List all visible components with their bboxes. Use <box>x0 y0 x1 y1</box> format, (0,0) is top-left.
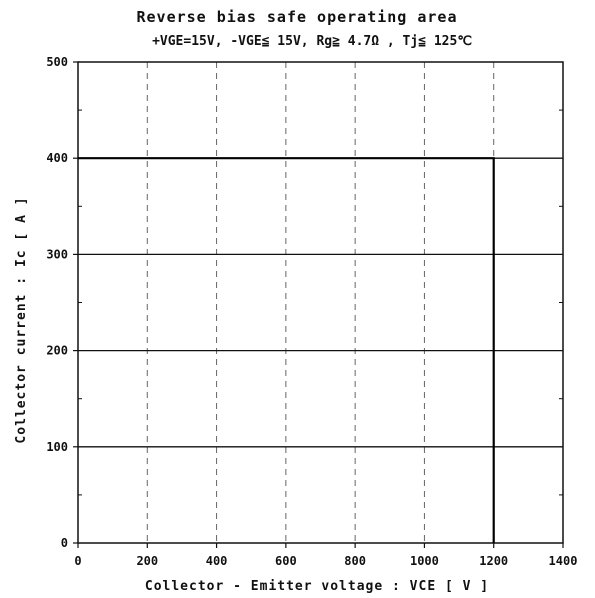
x-tick-label: 1200 <box>479 554 508 568</box>
x-tick-label: 1400 <box>549 554 578 568</box>
chart-subtitle: +VGE=15V, -VGE≦ 15V, Rg≧ 4.7Ω , Tj≦ 125℃ <box>152 34 472 49</box>
y-tick-label: 300 <box>46 247 68 261</box>
x-tick-label: 0 <box>74 554 81 568</box>
x-tick-label: 1000 <box>410 554 439 568</box>
y-axis-label: Collector current : Ic [ A ] <box>14 196 29 443</box>
x-tick-label: 200 <box>136 554 158 568</box>
y-tick-label: 0 <box>61 536 68 550</box>
grid-lines <box>78 62 563 543</box>
x-tick-label: 400 <box>206 554 228 568</box>
series-group <box>78 157 495 543</box>
y-tick-label: 200 <box>46 344 68 358</box>
x-axis-label: Collector - Emitter voltage : VCE [ V ] <box>145 579 489 594</box>
plot-area <box>77 61 564 544</box>
chart-title: Reverse bias safe operating area <box>137 8 458 26</box>
x-axis-ticks: 0 200 400 600 800 1000 1200 1400 <box>74 543 577 568</box>
x-tick-label: 600 <box>275 554 297 568</box>
y-tick-label: 400 <box>46 151 68 165</box>
rbsoa-boundary-line <box>78 157 495 543</box>
x-tick-label: 800 <box>344 554 366 568</box>
y-tick-label: 100 <box>46 440 68 454</box>
y-axis-ticks: 0 100 200 300 400 500 <box>46 55 563 550</box>
y-tick-label: 500 <box>46 55 68 69</box>
